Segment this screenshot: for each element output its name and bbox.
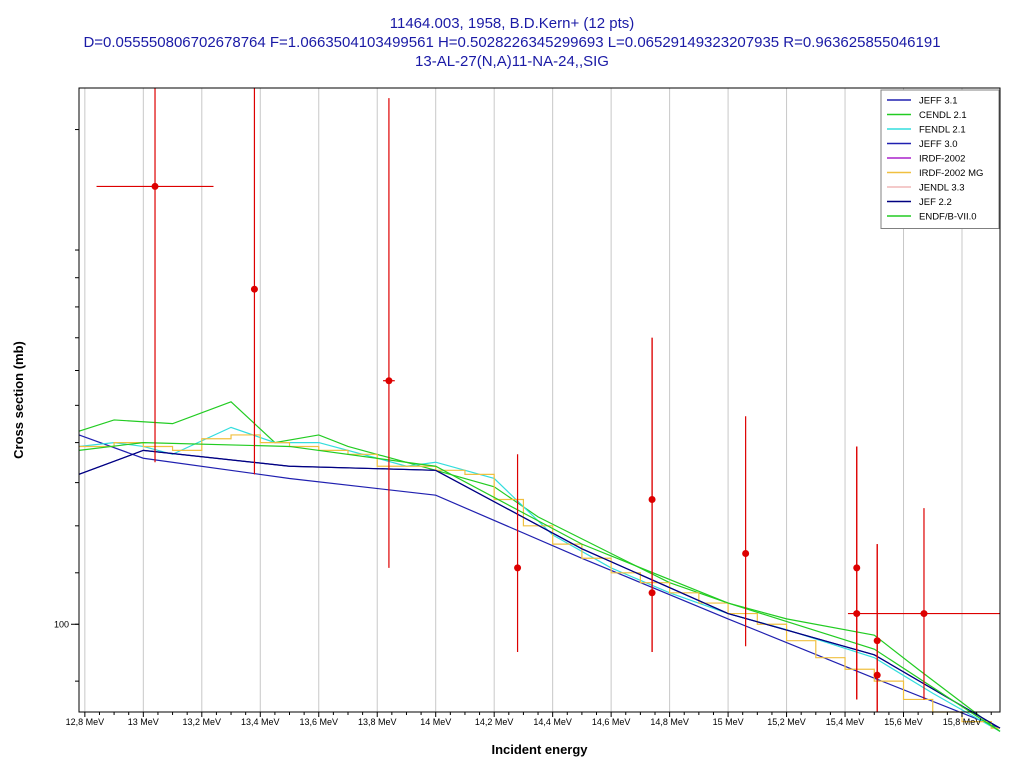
data-point — [742, 550, 750, 558]
legend-entry: ENDF/B-VII.0 — [919, 212, 977, 223]
legend-entry: IRDF-2002 MG — [919, 168, 983, 179]
experimental-points — [96, 88, 1000, 712]
chart-title-line1: 11464.003, 1958, B.D.Kern+ (12 pts) — [389, 15, 635, 32]
data-point — [250, 285, 258, 293]
legend-box — [880, 89, 1000, 229]
data-point — [151, 182, 159, 190]
data-point — [648, 589, 656, 597]
grid — [84, 88, 963, 712]
series-line-jeff-3-1 — [78, 434, 1001, 729]
x-tick-label: 15 MeV — [713, 717, 744, 727]
x-tick-label: 13 MeV — [128, 717, 159, 727]
legend-entry: IRDF-2002 — [919, 154, 965, 165]
y-axis-title: Cross section (mb) — [11, 341, 26, 459]
data-point — [873, 637, 881, 645]
x-tick-label: 13,4 MeV — [241, 717, 280, 727]
axes: 12,8 MeV 13 MeV 13,2 MeV 13,4 MeV 13,6 MeV 13… — [54, 87, 1001, 727]
data-point — [920, 610, 928, 618]
series-line-endf-b-vii-0 — [78, 441, 1001, 732]
y-tick-label: 100 — [54, 619, 69, 629]
series-line-irdf-2002-mg — [79, 434, 1000, 729]
legend: JEFF 3.1 CENDL 2.1 FENDL 2.1 JEFF 3.0 IRDF-2… — [880, 89, 1000, 229]
x-tick-label: 14,8 MeV — [650, 717, 689, 727]
data-point — [514, 564, 522, 572]
x-tick-label: 12,8 MeV — [66, 717, 105, 727]
legend-entry: CENDL 2.1 — [919, 110, 967, 121]
x-axis-title: Incident energy — [491, 742, 588, 757]
plot-area — [79, 88, 1000, 712]
legend-entry: JEFF 3.1 — [919, 96, 958, 107]
x-tick-label: 15,2 MeV — [767, 717, 806, 727]
plot-frame — [78, 87, 1001, 713]
x-tick-label: 14,2 MeV — [475, 717, 514, 727]
chart-titles: 11464.003, 1958, B.D.Kern+ (12 pts) D=0.… — [0, 14, 1024, 71]
legend-entry: JEFF 3.0 — [919, 139, 958, 150]
x-tick-label: 14 MeV — [420, 717, 451, 727]
x-tick-label: 15,4 MeV — [826, 717, 865, 727]
legend-entry: JEF 2.2 — [919, 197, 952, 208]
x-tick-label: 13,2 MeV — [183, 717, 222, 727]
series-line-jef-2-2 — [78, 449, 1001, 729]
legend-entry: JENDL 3.3 — [919, 183, 965, 194]
x-tick-label: 13,8 MeV — [358, 717, 397, 727]
x-tick-label: 15,6 MeV — [884, 717, 923, 727]
x-tick-label: 13,6 MeV — [299, 717, 338, 727]
chart-title-line2: D=0.055550806702678764 F=1.0663504103499… — [83, 34, 941, 51]
x-tick-label: 14,6 MeV — [592, 717, 631, 727]
x-tick-label: 14,4 MeV — [533, 717, 572, 727]
chart-title-line3: 13-AL-27(N,A)11-NA-24,,SIG — [415, 53, 609, 70]
data-point — [385, 377, 393, 385]
legend-entry: FENDL 2.1 — [919, 125, 966, 136]
evaluated-curves — [78, 401, 1001, 732]
x-tick-label: 15,8 MeV — [943, 717, 982, 727]
